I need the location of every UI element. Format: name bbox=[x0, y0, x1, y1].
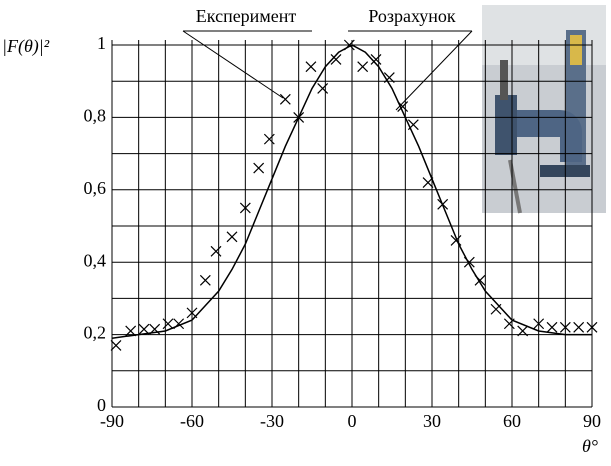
data-point bbox=[533, 318, 545, 330]
y-tick-label: 0,6 bbox=[84, 178, 107, 198]
x-tick-label: -90 bbox=[100, 411, 124, 431]
data-point bbox=[125, 325, 137, 337]
data-point bbox=[253, 162, 265, 174]
data-point bbox=[357, 61, 369, 73]
data-point bbox=[263, 133, 275, 145]
x-tick-label: 0 bbox=[348, 411, 357, 431]
y-tick-label: 1 bbox=[97, 33, 106, 53]
x-tick-label: 60 bbox=[503, 411, 521, 431]
x-tick-label: -60 bbox=[180, 411, 204, 431]
y-axis-label: |F(θ)|² bbox=[2, 36, 50, 57]
data-point bbox=[383, 72, 395, 84]
data-point bbox=[138, 323, 150, 335]
data-point bbox=[226, 231, 238, 243]
data-point bbox=[559, 321, 571, 333]
annotation: Розрахунок bbox=[368, 6, 456, 26]
data-point bbox=[279, 93, 291, 105]
data-point bbox=[573, 321, 585, 333]
data-point bbox=[370, 54, 382, 65]
x-tick-label: 90 bbox=[583, 411, 601, 431]
data-point bbox=[546, 321, 558, 333]
photo bbox=[482, 5, 606, 214]
data-point bbox=[517, 325, 529, 337]
data-point bbox=[162, 318, 174, 330]
x-axis-label: θ° bbox=[582, 436, 598, 456]
x-tick-label: 30 bbox=[423, 411, 441, 431]
data-point bbox=[330, 54, 342, 65]
annotation-leader bbox=[182, 30, 284, 99]
y-tick-label: 0,8 bbox=[84, 106, 107, 126]
y-tick-label: 0 bbox=[97, 395, 106, 415]
data-point bbox=[317, 83, 329, 94]
data-point bbox=[305, 61, 317, 73]
data-line bbox=[111, 44, 592, 339]
y-tick-label: 0,4 bbox=[84, 250, 107, 270]
y-tick-label: 0,2 bbox=[84, 323, 107, 343]
data-point bbox=[210, 245, 222, 257]
data-point bbox=[199, 274, 211, 286]
annotation-leader bbox=[395, 30, 473, 111]
data-point bbox=[110, 340, 122, 351]
annotation: Експеримент bbox=[196, 6, 297, 26]
x-tick-label: -30 bbox=[260, 411, 284, 431]
data-point bbox=[239, 202, 251, 214]
data-point bbox=[586, 321, 598, 333]
